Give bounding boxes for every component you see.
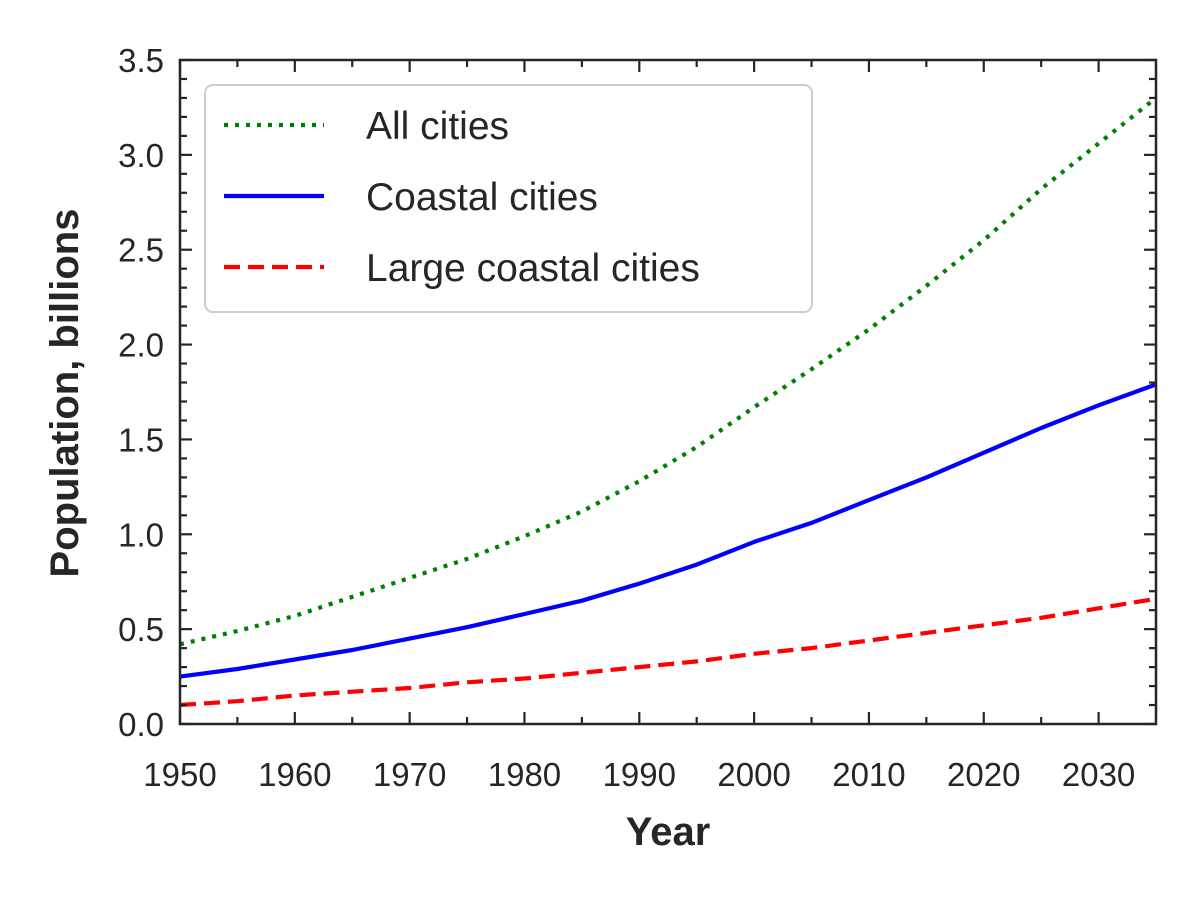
x-tick-label: 1990 bbox=[603, 756, 676, 793]
y-tick-label: 1.0 bbox=[118, 516, 164, 553]
y-axis-title: Population, billions bbox=[43, 209, 87, 578]
x-tick-labels: 1950 1960 1970 1980 1990 2000 2010 2020 2030 bbox=[143, 756, 1135, 793]
legend-label: Large coastal cities bbox=[366, 247, 700, 290]
y-tick-labels: 0.0 0.5 1.0 1.5 2.0 2.5 3.0 3.5 bbox=[118, 42, 164, 743]
y-tick-label: 3.0 bbox=[118, 137, 164, 174]
y-tick-label: 2.5 bbox=[118, 232, 164, 269]
plot-border bbox=[178, 58, 1158, 726]
x-tick-label: 2030 bbox=[1062, 756, 1135, 793]
y-tick-label: 0.5 bbox=[118, 611, 164, 648]
x-tick-label: 2010 bbox=[832, 756, 905, 793]
plot-frame bbox=[178, 58, 1158, 726]
series-line-1 bbox=[179, 382, 1157, 679]
legend: All cities Coastal cities Large coastal ci… bbox=[204, 84, 813, 313]
x-tick-label: 1970 bbox=[373, 756, 446, 793]
x-axis-title: Year bbox=[626, 810, 711, 854]
series-line-2 bbox=[179, 596, 1157, 708]
series-lines bbox=[179, 96, 1158, 708]
legend-label: Coastal cities bbox=[366, 176, 598, 219]
y-tick-label: 2.0 bbox=[118, 327, 164, 364]
y-tick-label: 0.0 bbox=[118, 706, 164, 743]
legend-label: All cities bbox=[366, 105, 509, 148]
x-tick-label: 2020 bbox=[947, 756, 1020, 793]
series-line-0 bbox=[179, 96, 1158, 647]
x-tick-label: 2000 bbox=[717, 756, 790, 793]
y-tick-label: 3.5 bbox=[118, 42, 164, 79]
x-tick-label: 1980 bbox=[488, 756, 561, 793]
legend-box bbox=[204, 84, 813, 313]
y-tick-label: 1.5 bbox=[118, 421, 164, 458]
x-tick-label: 1950 bbox=[143, 756, 216, 793]
x-tick-label: 1960 bbox=[258, 756, 331, 793]
